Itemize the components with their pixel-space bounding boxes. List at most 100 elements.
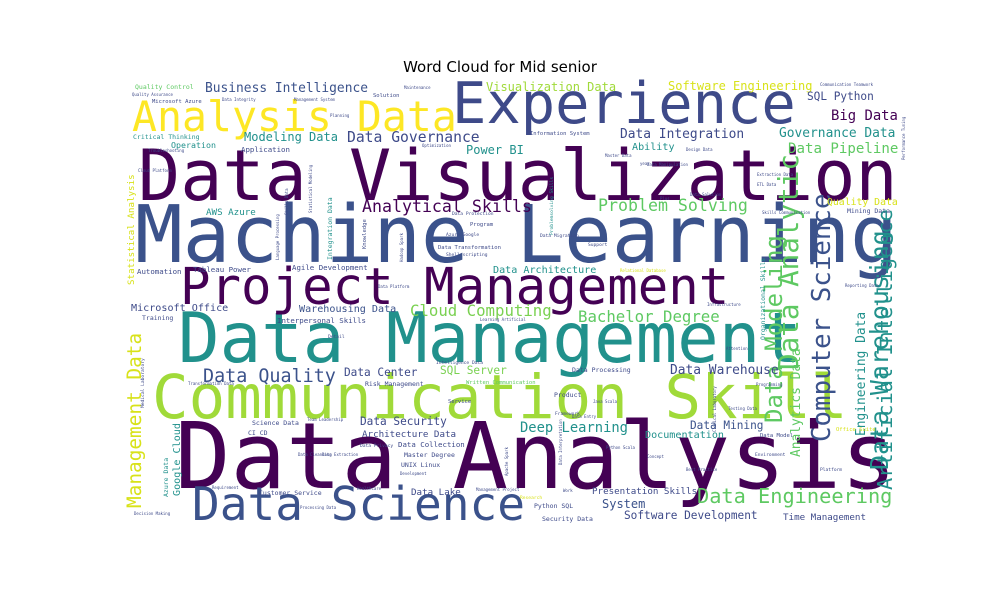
word-security-data: Security Data xyxy=(542,515,593,523)
word-data-integration: Data Integration xyxy=(620,127,744,142)
word-data-cleansing: Data Cleansing xyxy=(298,452,332,457)
word-visualization-data: Visualization Data xyxy=(486,80,616,94)
word-computer-science: Computer Science xyxy=(807,194,837,443)
word-ability: Ability xyxy=(632,142,675,153)
word-power-bi: Power BI xyxy=(466,143,524,157)
word-language-processing: Language Processing xyxy=(275,214,280,260)
word-performance-tuning: Performance Tuning xyxy=(901,116,906,160)
word-data-platform: Data Platform xyxy=(378,284,410,289)
word-master-degree: Master Degree xyxy=(404,451,455,459)
word-experience: Experience xyxy=(452,71,796,137)
word-data-protection: Data Protection xyxy=(452,211,494,217)
word-aws-azure: AWS Azure xyxy=(206,207,256,218)
word-master-data: Master Data xyxy=(605,153,632,158)
word-problem-solving: Problem Solving xyxy=(598,196,748,215)
word-shell-scripting: Shell scripting xyxy=(446,252,488,258)
word-quality-control: Quality Control xyxy=(135,83,194,91)
word-optimization: Optimization xyxy=(422,143,451,148)
word-framework: Framework xyxy=(555,411,580,417)
word-development: Development xyxy=(400,471,427,476)
word-platform: Platform xyxy=(820,467,842,473)
word-google-cloud: Google Cloud xyxy=(172,423,183,496)
word-programming: Programming xyxy=(756,382,783,387)
word-solution: Solution xyxy=(373,93,400,99)
word-data-interpretation: Data Interpretation xyxy=(558,419,563,465)
word-documentation: Documentation xyxy=(645,430,724,441)
word-data-analytic: Data Analytic xyxy=(772,154,805,370)
word-operation: Operation xyxy=(171,140,216,150)
word-sql-server: SQL Server xyxy=(440,364,507,377)
word-transformation-data: Transformation Data xyxy=(188,381,234,386)
word-warehousing-data: Warehousing Data xyxy=(299,304,396,315)
word-best-practice: Best Practice xyxy=(686,467,718,472)
word-application: Application xyxy=(241,145,290,154)
word-microsoft-office: Microsoft Office xyxy=(131,303,228,314)
word-medical-laboratory: Medical Laboratory xyxy=(140,358,146,408)
word-office-suite: Office Suite xyxy=(836,427,876,433)
word-information-system: Information System xyxy=(530,131,590,137)
word-science-data: Science Data xyxy=(252,419,299,427)
word-data-entry: Data Entry xyxy=(572,414,597,419)
word-unix-linux: UNIX Linux xyxy=(401,461,440,469)
word-product: Product xyxy=(554,391,581,399)
word-data-lake: Data Lake xyxy=(411,487,461,498)
word-skills-communication: Skills Communication xyxy=(762,210,811,215)
word-critical-thinking: Critical Thinking xyxy=(133,133,200,141)
word-mining-data: Mining Data xyxy=(847,207,890,215)
word-communication-skill: Communication Skill xyxy=(152,363,847,433)
word-ci-cd: CI CD xyxy=(248,429,268,437)
word-clinical-laboratory: Clinical Laboratory xyxy=(712,386,717,432)
word-written-communication: Written Communication xyxy=(466,380,536,386)
word-data-transformation: Data Transformation xyxy=(438,245,501,251)
word-testing-data: Testing Data xyxy=(728,406,757,411)
word-etl-data: ETL Data xyxy=(757,182,777,187)
word-apache-spark: Apache Spark xyxy=(504,447,509,476)
word-customer-service: Customer Service xyxy=(259,489,322,497)
word-year: year xyxy=(640,161,650,166)
word-data-integrity: Data Integrity xyxy=(222,97,256,102)
word-data-processing: Data Processing xyxy=(572,366,631,374)
word-data-architecture: Data Architecture xyxy=(493,265,596,276)
word-data-extraction: Data Extraction xyxy=(322,452,359,457)
word-data-science: Data Science xyxy=(192,477,525,531)
word-management-project: Management Project xyxy=(476,487,520,492)
word-environment: Environment xyxy=(755,452,786,458)
word-software-development: Software Development xyxy=(624,509,758,522)
word-requirement: Requirement xyxy=(212,485,239,490)
word-service: Service xyxy=(448,399,471,405)
word-program: Program xyxy=(470,222,494,228)
word-management-system: Management System xyxy=(294,97,336,102)
word-deep-learning: Deep Learning xyxy=(520,420,628,436)
word-data-migration: Data Migration xyxy=(540,233,579,239)
word-microsoft-azure: Microsoft Azure xyxy=(152,99,202,105)
word-data-solution: Data Solution xyxy=(690,192,722,197)
word-python-sql: Python SQL xyxy=(534,502,573,510)
word-processing-data: Processing Data xyxy=(300,505,337,510)
word-business-intelligence: Business Intelligence xyxy=(205,81,368,96)
word-infrastructure: Infrastructure xyxy=(707,302,741,307)
word-modeling-data: Modeling Data xyxy=(244,130,338,144)
word-design-data: Design Data xyxy=(686,147,713,152)
word-hadoop-spark: Hadoop Spark xyxy=(399,233,404,262)
word-big-data: Big Data xyxy=(831,108,898,124)
word-statistical-analysis: Statistical Analysis xyxy=(126,174,137,285)
word-work: Work xyxy=(563,488,573,493)
word-training: Training xyxy=(142,314,173,322)
word-relational-database: Relational Database xyxy=(620,268,666,273)
word-automation: Automation xyxy=(137,267,182,276)
word-data-center: Data Center xyxy=(344,366,418,379)
word-data-quality: Data Quality xyxy=(203,366,336,387)
word-risk-management: Risk Management xyxy=(365,380,424,388)
word-extraction-data: Extraction Data xyxy=(757,172,794,177)
word-plus: Plus xyxy=(660,196,670,201)
word-data-visualization: Data Visualization xyxy=(138,135,898,217)
word-python-scala: Python Scala xyxy=(606,445,635,450)
word-intelligence-data: Intelligence Data xyxy=(436,360,483,366)
word-data-collection: Data Collection xyxy=(398,440,465,449)
word-azure-data: Azure Data xyxy=(162,458,170,497)
word-decision-making: Decision Making xyxy=(134,511,171,516)
word-research: Research xyxy=(520,495,542,501)
word-integration-data: Integration Data xyxy=(326,197,334,260)
